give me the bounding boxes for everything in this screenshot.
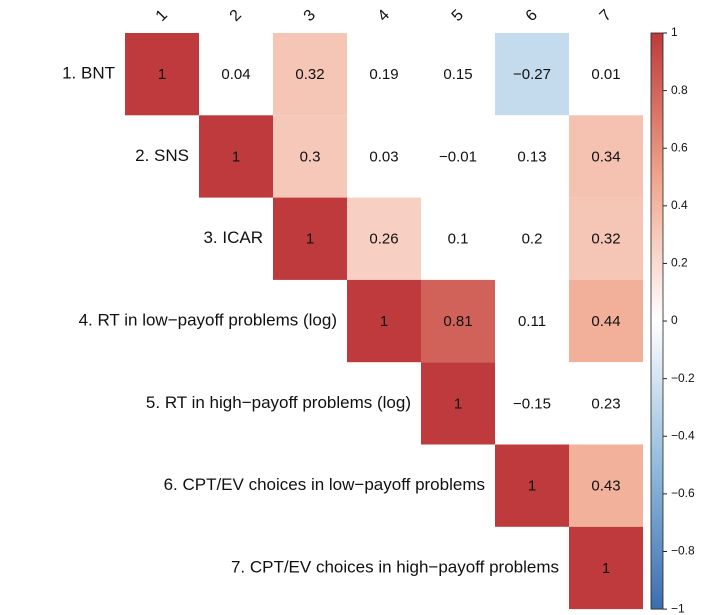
heatmap-cell [495,444,569,527]
heatmap-cell [569,279,643,363]
heatmap-cell [495,197,569,280]
cell-label: 0.04 [221,66,250,83]
column-label: 7 [597,7,615,25]
cell-label: 0.34 [591,148,620,165]
row-label: 6. CPT/EV choices in low−payoff problems [164,475,485,494]
heatmap-cell [495,33,569,116]
colorbar-tick-label: −1 [671,601,685,615]
heatmap-cell [421,362,495,445]
cell-label: 1 [602,560,610,577]
colorbar-tick-label: −0.2 [671,371,695,385]
row-label: 5. RT in high−payoff problems (log) [146,393,411,412]
colorbar-tick-label: 0.6 [671,140,688,154]
heatmap-cell [421,33,495,116]
heatmap-cell [347,33,421,116]
colorbar-tick-label: 0.2 [671,256,688,270]
heatmap-cell [347,279,421,363]
heatmap-cell [273,115,347,198]
heatmap-cell [125,33,199,116]
colorbar [650,32,664,610]
column-label: 1 [153,7,171,25]
heatmap-cell [199,115,273,198]
cell-label: 0.44 [591,313,620,330]
cell-label: 1 [306,231,314,248]
row-label: 2. SNS [135,146,189,165]
heatmap-cell [199,33,273,116]
cell-label: 1 [454,395,462,412]
heatmap-cell [273,33,347,116]
cell-label: 1 [158,66,166,83]
cell-label: 0.2 [522,231,543,248]
colorbar-tick-label: 0.8 [671,83,688,97]
cell-label: 0.03 [369,148,398,165]
heatmap-cell [421,279,495,363]
cell-label: 0.19 [369,66,398,83]
cell-label: 0.3 [300,148,321,165]
cell-label: 0.11 [518,313,546,330]
cell-label: 0.1 [448,231,469,248]
heatmap-cell [495,279,569,363]
colorbar-tick-label: 0.4 [671,198,688,212]
cell-label: 0.32 [295,66,324,83]
cell-label: 1 [528,478,536,495]
heatmap-cell [569,197,643,280]
colorbar-tick-label: 0 [671,313,678,327]
column-label: 4 [375,7,393,25]
cell-label: 1 [380,313,388,330]
cell-label: 0.15 [443,66,472,83]
row-label: 7. CPT/EV choices in high−payoff problem… [231,557,559,576]
colorbar-tick-label: −0.8 [671,544,695,558]
heatmap-cell [569,362,643,445]
heatmap-cell [495,362,569,445]
column-label: 3 [301,7,319,25]
heatmap-cell [569,526,643,610]
heatmap-cell [421,197,495,280]
cell-label: −0.01 [439,148,477,165]
cell-label: 0.01 [591,66,620,83]
column-label: 2 [227,7,245,25]
cell-label: 0.32 [591,231,620,248]
cell-label: 0.13 [517,148,546,165]
column-label: 6 [523,7,541,25]
heatmap-cell [347,197,421,280]
row-label: 3. ICAR [203,228,263,247]
heatmap-cell [495,115,569,198]
cell-label: −0.27 [513,66,551,83]
cell-label: 0.23 [591,395,620,412]
cell-label: 0.26 [369,231,398,248]
heatmap-cell [347,115,421,198]
row-label: 1. BNT [62,64,115,83]
heatmap-cell [273,197,347,280]
cell-label: −0.15 [513,395,551,412]
heatmap-cell [421,115,495,198]
cell-label: 0.81 [443,313,472,330]
row-label: 4. RT in low−payoff problems (log) [79,311,337,330]
colorbar-tick-label: −0.4 [671,428,695,442]
colorbar-tick-label: 1 [671,25,678,39]
heatmap-cell [569,115,643,198]
heatmap-cell [569,444,643,527]
cell-label: 1 [232,148,240,165]
colorbar-tick-label: −0.6 [671,486,695,500]
heatmap-cell [569,33,643,116]
column-label: 5 [449,7,467,25]
cell-label: 0.43 [591,478,620,495]
